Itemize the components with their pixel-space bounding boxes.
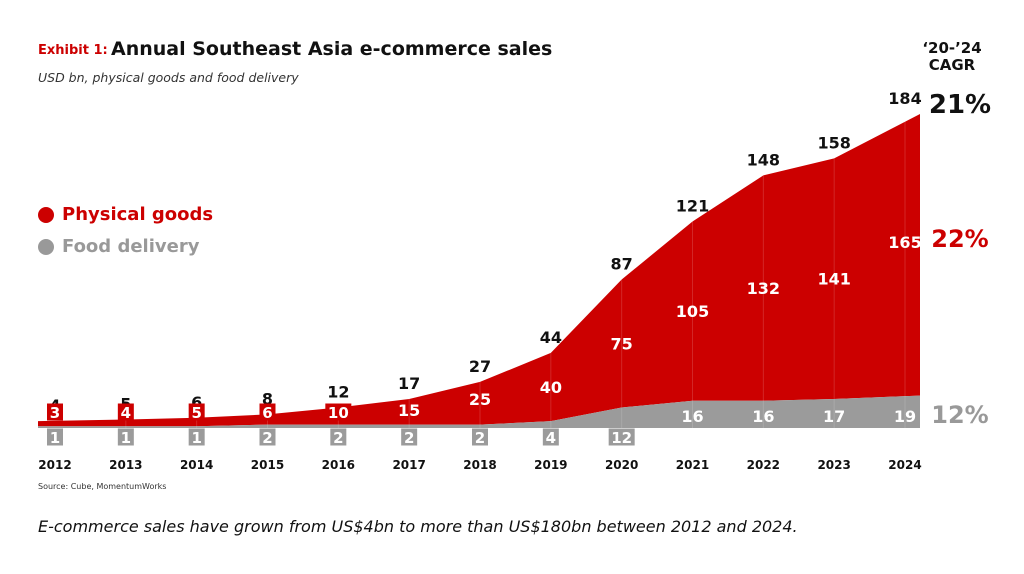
total-label: 184 (888, 89, 921, 108)
food-delivery-label: 1 (191, 429, 201, 447)
food-delivery-label: 19 (894, 407, 916, 426)
x-tick-label: 2022 (747, 458, 780, 472)
legend-item-physical-goods: Physical goods (38, 204, 213, 225)
cagr-header: ‘20-’24 CAGR (922, 40, 982, 74)
physical-goods-label: 6 (262, 404, 272, 422)
total-label: 12 (327, 383, 349, 402)
chart-title: Annual Southeast Asia e-commerce sales (111, 38, 553, 60)
legend-dot-physical-goods (38, 206, 54, 223)
x-tick-label: 2017 (392, 458, 425, 472)
food-delivery-label: 2 (333, 429, 343, 447)
physical-goods-label: 25 (469, 390, 491, 409)
total-label: 44 (540, 328, 562, 347)
food-delivery-label-box (117, 428, 134, 446)
food-delivery-label-box (401, 428, 418, 446)
legend-label-physical-goods: Physical goods (62, 204, 214, 225)
food-delivery-label-box (188, 428, 205, 446)
x-tick-label: 2012 (38, 458, 71, 472)
cagr-header-label: CAGR (928, 56, 976, 74)
cagr-header-period: ‘20-’24 (922, 39, 982, 57)
physical-goods-label-box (117, 403, 134, 421)
food-delivery-label-box (608, 428, 635, 446)
food-delivery-area (38, 395, 920, 428)
legend-dot-food-delivery (38, 238, 54, 255)
physical-goods-label-box (259, 403, 276, 421)
x-tick-label: 2016 (322, 458, 355, 472)
physical-goods-label: 132 (747, 279, 780, 298)
food-delivery-label-box (542, 428, 559, 446)
chart-subtitle: USD bn, physical goods and food delivery (38, 70, 299, 85)
x-tick-label: 2014 (180, 458, 213, 472)
source-note: Source: Cube, MomentumWorks (38, 482, 167, 491)
food-delivery-label-box (330, 428, 347, 446)
food-delivery-label-box (47, 428, 63, 446)
food-delivery-label: 12 (611, 429, 632, 447)
food-delivery-label: 1 (121, 429, 131, 447)
total-label: 27 (469, 357, 491, 376)
physical-goods-label-box (188, 403, 205, 421)
physical-goods-label: 105 (676, 302, 709, 321)
legend-item-food-delivery: Food delivery (38, 236, 199, 257)
total-label: 148 (747, 150, 780, 169)
cagr-total: 21% (929, 90, 991, 120)
physical-goods-label: 75 (611, 335, 633, 354)
physical-goods-area (38, 114, 920, 427)
x-tick-label: 2019 (534, 458, 567, 472)
physical-goods-label: 141 (817, 270, 850, 289)
exhibit-label: Exhibit 1: (38, 43, 108, 58)
footnote: E-commerce sales have grown from US$4bn … (38, 517, 798, 536)
total-label: 87 (611, 255, 633, 274)
x-tick-label: 2020 (605, 458, 638, 472)
x-tick-label: 2024 (888, 458, 921, 472)
total-label: 158 (817, 133, 850, 152)
x-tick-label: 2021 (676, 458, 709, 472)
food-delivery-label: 1 (50, 429, 60, 447)
x-tick-label: 2013 (109, 458, 142, 472)
physical-goods-label: 4 (121, 404, 131, 422)
x-tick-label: 2023 (817, 458, 850, 472)
physical-goods-label: 3 (50, 404, 60, 422)
total-label: 17 (398, 374, 420, 393)
physical-goods-label: 40 (540, 378, 562, 397)
physical-goods-label: 165 (888, 233, 921, 252)
food-delivery-label: 17 (823, 407, 845, 426)
cagr-physical-goods: 22% (931, 225, 988, 253)
physical-goods-label-box (47, 403, 63, 421)
x-tick-label: 2018 (463, 458, 496, 472)
physical-goods-label: 5 (191, 404, 201, 422)
food-delivery-label: 16 (681, 407, 703, 426)
legend-label-food-delivery: Food delivery (62, 236, 200, 257)
physical-goods-label: 10 (328, 404, 349, 422)
physical-goods-label-box (325, 403, 352, 421)
total-label: 6 (191, 393, 202, 412)
x-tick-label: 2015 (251, 458, 284, 472)
food-delivery-label: 16 (752, 407, 774, 426)
food-delivery-label: 2 (475, 429, 485, 447)
total-label: 121 (676, 197, 709, 216)
food-delivery-label: 4 (546, 429, 556, 447)
food-delivery-label-box (259, 428, 276, 446)
food-delivery-label: 2 (262, 429, 272, 447)
total-label: 8 (262, 389, 273, 408)
physical-goods-label: 15 (398, 401, 420, 420)
food-delivery-label: 2 (404, 429, 414, 447)
food-delivery-label-box (472, 428, 488, 446)
cagr-food-delivery: 12% (931, 401, 988, 429)
